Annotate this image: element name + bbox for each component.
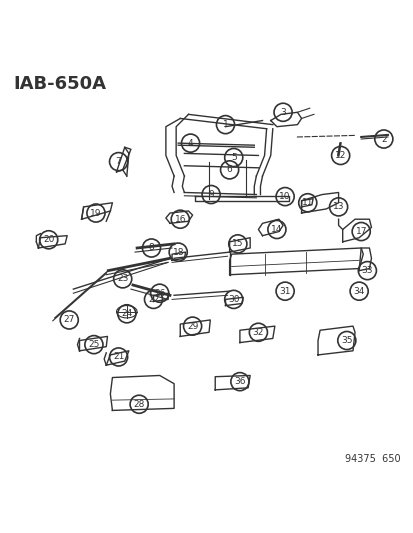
Text: 2: 2 bbox=[380, 134, 386, 143]
Text: 31: 31 bbox=[279, 287, 290, 296]
Text: 1: 1 bbox=[222, 120, 228, 129]
Text: 6: 6 bbox=[226, 165, 232, 174]
Text: 8: 8 bbox=[148, 244, 154, 253]
Text: 15: 15 bbox=[232, 239, 243, 248]
Text: 11: 11 bbox=[301, 198, 313, 207]
Text: 26: 26 bbox=[154, 289, 165, 298]
Text: 4: 4 bbox=[187, 139, 193, 148]
Text: 16: 16 bbox=[174, 215, 185, 224]
Text: 35: 35 bbox=[340, 336, 352, 345]
Text: 33: 33 bbox=[361, 266, 372, 275]
Text: 18: 18 bbox=[172, 248, 183, 256]
Text: 20: 20 bbox=[43, 235, 54, 244]
Text: 17: 17 bbox=[355, 227, 366, 236]
Text: IAB-650A: IAB-650A bbox=[14, 75, 107, 93]
Text: 22: 22 bbox=[147, 295, 159, 304]
Text: 9: 9 bbox=[208, 190, 214, 199]
Text: 10: 10 bbox=[279, 192, 290, 201]
Text: 24: 24 bbox=[121, 309, 132, 318]
Text: 94375  650: 94375 650 bbox=[344, 454, 399, 464]
Text: 14: 14 bbox=[271, 225, 282, 234]
Text: 28: 28 bbox=[133, 400, 145, 409]
Text: 5: 5 bbox=[230, 153, 236, 162]
Text: 7: 7 bbox=[115, 157, 121, 166]
Text: 36: 36 bbox=[234, 377, 245, 386]
Text: 34: 34 bbox=[353, 287, 364, 296]
Text: 27: 27 bbox=[64, 316, 75, 325]
Text: 25: 25 bbox=[88, 340, 100, 349]
Text: 19: 19 bbox=[90, 208, 102, 217]
Text: 29: 29 bbox=[186, 321, 198, 330]
Text: 13: 13 bbox=[332, 203, 344, 212]
Text: 30: 30 bbox=[228, 295, 239, 304]
Text: 21: 21 bbox=[113, 352, 124, 361]
Text: 12: 12 bbox=[334, 151, 346, 160]
Text: 3: 3 bbox=[280, 108, 285, 117]
Text: 32: 32 bbox=[252, 328, 263, 337]
Text: 23: 23 bbox=[117, 274, 128, 284]
